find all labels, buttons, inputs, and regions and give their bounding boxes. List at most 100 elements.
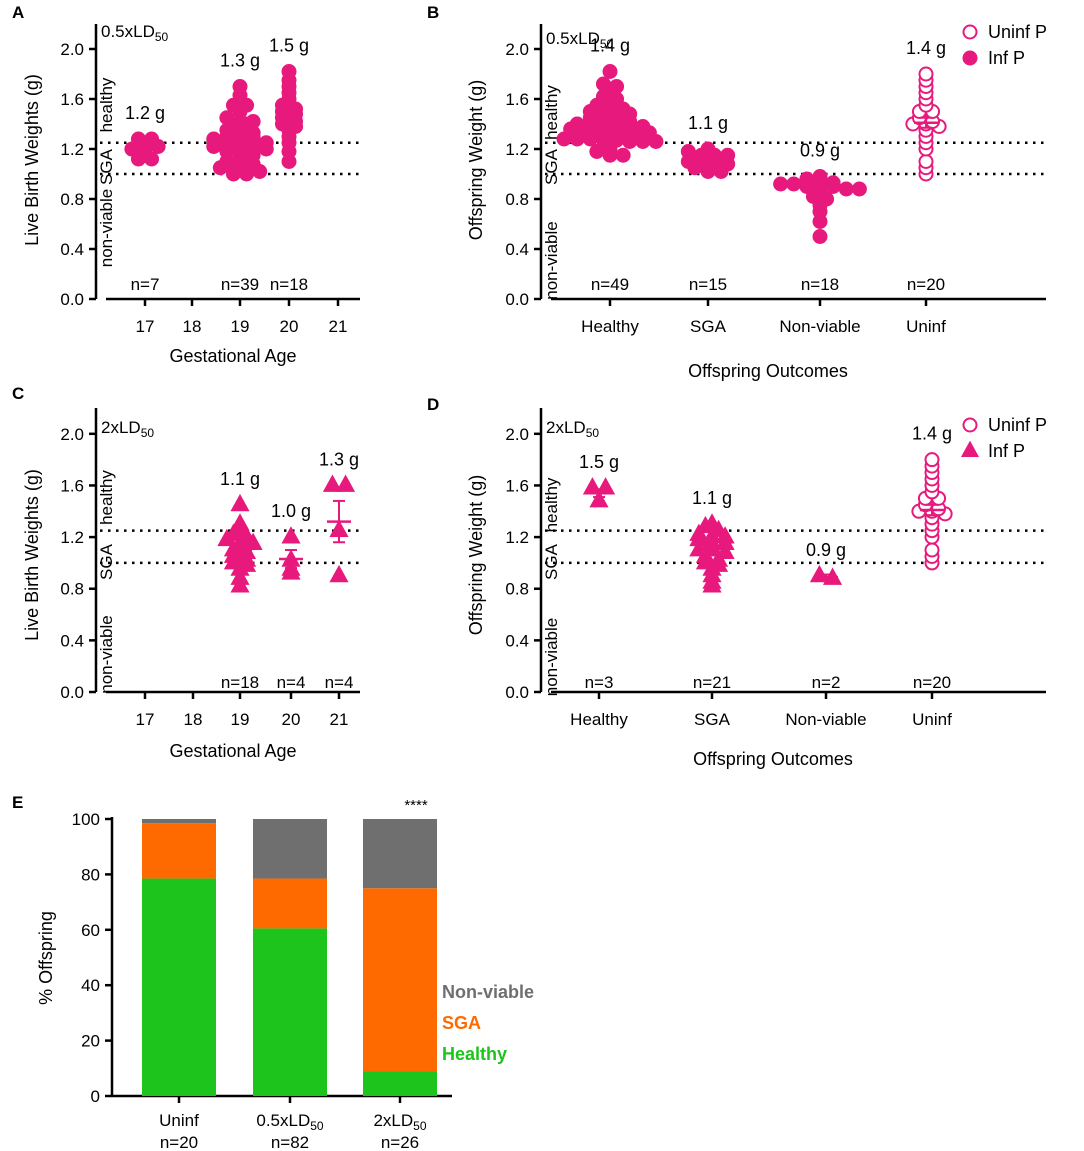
y-tick-label: 1.6 — [60, 476, 84, 495]
y-tick-label: 100 — [72, 810, 100, 829]
dose-label: 0.5xLD50 — [546, 29, 614, 51]
data-point — [720, 147, 736, 163]
zone-label-sga: SGA — [97, 543, 116, 580]
data-point — [773, 176, 789, 192]
n-label: n=82 — [271, 1133, 309, 1151]
n-label: n=18 — [801, 275, 839, 294]
bar-segment-sga — [142, 823, 216, 879]
mean-label: 1.5 g — [269, 36, 309, 56]
y-axis-label: Offspring Weight (g) — [466, 475, 486, 635]
panel-d: D 0.0 0.4 0.8 1.2 1.6 2.0 Healthy SGA Non-viable U… — [427, 395, 1047, 769]
n-label: n=49 — [591, 275, 629, 294]
data-point — [609, 79, 625, 94]
bar-segment-sga — [363, 888, 437, 1072]
bar-segment-sga — [253, 878, 327, 929]
panel-letter: A — [12, 3, 24, 22]
n-label: n=20 — [907, 275, 945, 294]
zone-label-healthy: healthy — [542, 85, 561, 140]
x-tick-label: 17 — [136, 710, 155, 729]
zone-label-nonviable: non-viable — [97, 189, 116, 267]
n-label: n=20 — [913, 673, 951, 692]
panel-b: B 0.0 0.4 0.8 1.2 1.6 2.0 Healthy SGA Non-viable U… — [427, 3, 1047, 381]
n-label: n=21 — [693, 673, 731, 692]
y-tick-label: 0 — [91, 1087, 100, 1106]
mean-label: 1.1 g — [220, 469, 260, 489]
x-tick-label: 21 — [330, 710, 349, 729]
data-point — [589, 490, 609, 508]
legend-marker-inf — [960, 440, 980, 458]
y-tick-label: 1.6 — [505, 476, 529, 495]
data-point — [281, 526, 301, 544]
y-tick-label: 0.4 — [60, 240, 84, 259]
y-axis-label: % Offspring — [36, 911, 56, 1005]
n-label: n=15 — [689, 275, 727, 294]
y-tick-label: 1.2 — [505, 140, 529, 159]
panel-a: A 0.0 0.4 0.8 1.2 1.6 2.0 17 18 19 20 21 Live Birth … — [12, 3, 360, 366]
y-tick-label: 1.2 — [505, 528, 529, 547]
mean-label: 1.0 g — [271, 501, 311, 521]
significance-label: **** — [404, 797, 428, 814]
zone-label-sga: SGA — [542, 543, 561, 580]
bar-segment-healthy — [142, 878, 216, 1096]
dose-label: 2xLD50 — [101, 418, 154, 440]
y-axis-label: Live Birth Weights (g) — [22, 74, 42, 246]
data-point — [569, 116, 585, 132]
panel-letter: C — [12, 384, 24, 403]
data-point — [838, 181, 854, 197]
mean-label: 0.9 g — [806, 540, 846, 560]
x-tick-label: 18 — [184, 710, 203, 729]
y-tick-label: 20 — [81, 1032, 100, 1051]
x-axis-label: Gestational Age — [169, 741, 296, 761]
y-tick-label: 2.0 — [60, 40, 84, 59]
x-tick-label: 20 — [282, 710, 301, 729]
legend-label-non-viable: Non-viable — [442, 982, 534, 1002]
y-tick-label: 2.0 — [505, 40, 529, 59]
y-tick-label: 0.0 — [60, 290, 84, 309]
n-label: n=18 — [221, 673, 259, 692]
legend-label-inf: Inf P — [988, 441, 1025, 461]
mean-label: 1.1 g — [692, 488, 732, 508]
y-tick-label: 0.4 — [505, 631, 529, 650]
mean-label: 1.4 g — [906, 38, 946, 58]
y-tick-label: 1.6 — [505, 90, 529, 109]
x-tick-label: Uninf — [159, 1111, 199, 1130]
y-tick-label: 2.0 — [505, 425, 529, 444]
data-point — [329, 564, 349, 583]
legend-label-sga: SGA — [442, 1013, 481, 1033]
bar-segment-healthy — [253, 928, 327, 1096]
panel-letter: E — [12, 793, 23, 812]
mean-label: 1.4 g — [912, 424, 952, 444]
y-tick-label: 0.8 — [60, 190, 84, 209]
n-label: n=3 — [585, 673, 614, 692]
data-point — [825, 175, 841, 191]
data-point — [258, 135, 274, 151]
legend-label-healthy: Healthy — [442, 1044, 507, 1064]
data-point — [230, 567, 250, 585]
data-point — [602, 64, 618, 79]
mean-label: 1.4 g — [590, 36, 630, 56]
x-tick-label: Non-viable — [779, 317, 860, 336]
x-tick-label: SGA — [694, 710, 731, 729]
mean-label: 1.2 g — [125, 103, 165, 123]
n-label: n=2 — [812, 673, 841, 692]
legend-label-uninf: Uninf P — [988, 22, 1047, 42]
data-point — [924, 452, 940, 468]
y-tick-label: 1.2 — [60, 528, 84, 547]
data-point — [335, 474, 356, 492]
bar-segment-healthy — [363, 1071, 437, 1096]
data-point — [786, 176, 802, 192]
x-tick-label: Healthy — [570, 710, 628, 729]
mean-label: 1.1 g — [688, 113, 728, 133]
data-point — [918, 66, 934, 82]
y-tick-label: 0.0 — [505, 290, 529, 309]
data-point — [232, 79, 248, 94]
mean-label: 0.9 g — [800, 141, 840, 161]
x-tick-label: 20 — [280, 317, 299, 336]
y-tick-label: 0.0 — [60, 683, 84, 702]
legend-marker-inf — [962, 50, 978, 66]
mean-label: 1.5 g — [579, 452, 619, 472]
x-tick-label: Non-viable — [785, 710, 866, 729]
y-tick-label: 0.8 — [505, 190, 529, 209]
x-tick-label: 19 — [231, 317, 250, 336]
data-point — [924, 542, 940, 558]
